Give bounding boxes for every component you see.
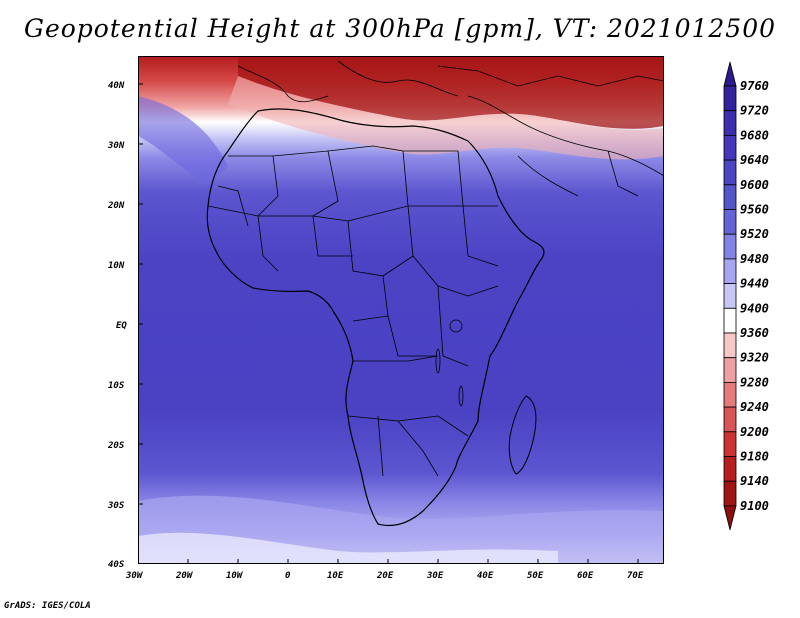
purple-patch-north [138,96,228,186]
colorbar-level-label: 9640 [740,153,769,167]
colorbar-level-label: 9400 [740,301,769,315]
lat-label: 10N [108,261,125,271]
lon-label: 40E [477,571,494,581]
colorbar-level-label: 9520 [740,227,769,241]
colorbar-level-label: 9560 [740,203,769,217]
colorbar-swatch [723,456,737,482]
lat-label: EQ [116,321,127,331]
map-frame [138,56,664,564]
lon-label: 30W [125,571,144,581]
lat-label: 20N [107,201,125,211]
colorbar-level-label: 9480 [740,252,769,266]
colorbar-swatch [723,233,737,260]
colorbar-level-label: 9440 [740,277,769,291]
lon-label: 10E [327,571,344,581]
colorbar-swatch [723,85,737,112]
colorbar-level-label: 9320 [740,351,769,365]
lon-label: 20E [376,571,394,581]
colorbar-level-label: 9280 [740,375,769,389]
lat-label: 40S [108,560,125,570]
colorbar-swatch [723,184,737,210]
lon-label: 20W [175,571,194,581]
colorbar-swatch [723,332,737,359]
colorbar-swatch [723,159,737,186]
colorbar-level-label: 9180 [740,450,769,464]
colorbar-swatch [723,283,737,309]
colorbar-swatch [723,431,737,457]
lon-ticks [187,559,639,564]
high-height-band [238,56,664,129]
lat-label: 10S [108,381,125,391]
lake-victoria [449,319,463,333]
colorbar-swatch [723,480,737,507]
map-panel [138,56,664,564]
lon-label: 0 [285,571,291,581]
southern-white-patch [138,532,558,564]
lat-label: 20S [107,441,125,451]
lake-tanganyika [435,348,441,374]
colorbar-bottom-arrow [723,505,737,530]
colorbar-level-label: 9240 [740,400,769,414]
lon-label: 60E [577,571,594,581]
colorbar-swatch [723,110,737,136]
colorbar-swatch [723,135,737,161]
credit-label: GrADS: IGES/COLA [4,601,91,611]
colorbar-level-label: 9200 [740,425,769,439]
colorbar-swatch [723,381,737,408]
colorbar-swatch [723,209,737,235]
colorbar-level-label: 9760 [740,79,769,93]
colorbar-level-label: 9360 [740,326,769,340]
colorbar-swatch [723,406,737,433]
colorbar-swatch [723,357,737,383]
pink-band [228,76,664,160]
lon-label: 70E [627,571,644,581]
colorbar-level-label: 9140 [740,474,769,488]
country-borders [207,145,499,477]
north-coastlines [237,60,664,197]
colorbar-swatch [723,258,737,284]
colorbar-level-label: 9720 [740,104,769,118]
colorbar: 9760 9720 9680 9640 9600 9560 9520 9480 9440 9400… [723,61,769,530]
colorbar-level-label: 9600 [740,178,769,192]
lon-label: 10W [226,571,244,581]
lat-label: 30N [107,141,125,151]
lon-label: 30E [426,571,444,581]
lon-label: 50E [527,571,544,581]
lat-label: 40N [108,81,125,91]
africa-coastline [206,108,545,527]
madagascar [508,395,537,475]
lake-malawi [458,385,464,407]
colorbar-swatch [723,307,737,334]
chart-title: Geopotential Height at 300hPa [gpm], VT:… [23,14,777,43]
colorbar-level-label: 9100 [740,499,769,513]
colorbar-level-label: 9680 [740,128,769,142]
colorbar-top-arrow [723,61,737,87]
lat-label: 30S [107,501,125,511]
lat-ticks [138,83,143,505]
